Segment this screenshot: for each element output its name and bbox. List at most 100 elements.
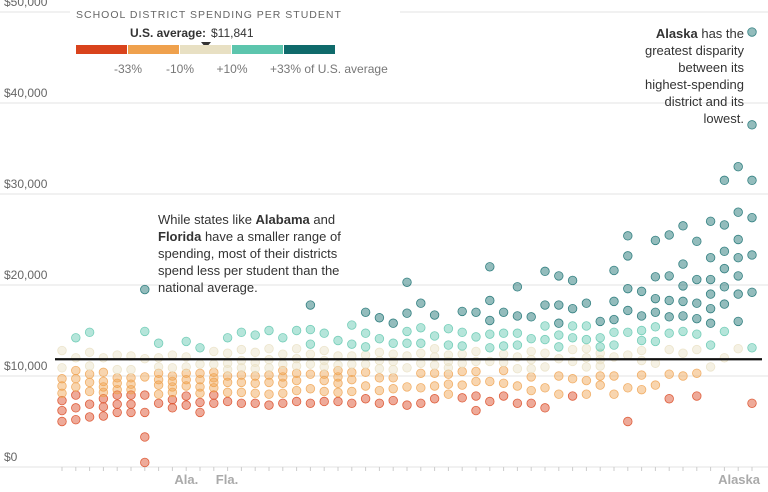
district-dot — [678, 259, 688, 269]
district-dot — [126, 390, 136, 400]
district-dot — [222, 371, 233, 381]
district-dot — [457, 393, 467, 403]
annotation-line: between its — [678, 60, 744, 75]
district-dot — [278, 349, 288, 359]
district-dot — [650, 235, 661, 246]
district-dot — [360, 307, 371, 318]
district-dot — [98, 376, 109, 387]
district-dot — [98, 387, 109, 398]
district-dot — [512, 364, 523, 374]
district-dot — [305, 349, 316, 359]
annotation-line: greatest disparity — [645, 43, 744, 58]
average-value: $11,841 — [211, 26, 254, 40]
district-dot — [167, 350, 178, 360]
district-dot — [416, 368, 426, 378]
district-dot — [747, 120, 757, 130]
district-dot — [650, 380, 661, 390]
district-dot — [733, 207, 743, 217]
district-dot — [250, 378, 260, 388]
district-dot — [498, 307, 509, 318]
district-dot — [98, 382, 109, 392]
district-dot — [333, 335, 343, 346]
district-dot — [595, 348, 605, 358]
district-dot — [636, 355, 647, 366]
district-dot — [457, 341, 467, 351]
district-dot — [402, 308, 412, 318]
district-dot — [581, 353, 592, 363]
district-dot — [581, 298, 592, 308]
district-dot — [195, 397, 205, 408]
district-dot — [498, 328, 509, 338]
district-dot — [526, 346, 536, 357]
district-dot — [305, 384, 316, 394]
district-dot — [374, 333, 385, 344]
district-dot — [636, 325, 647, 336]
district-dot — [498, 349, 509, 359]
district-dot — [126, 364, 136, 375]
district-dot — [360, 367, 371, 378]
district-dot — [678, 348, 688, 358]
district-dot — [209, 390, 219, 400]
district-dot — [609, 371, 619, 381]
y-tick-label: $10,000 — [4, 359, 48, 373]
district-dot — [291, 361, 302, 371]
district-dot — [319, 345, 329, 356]
district-dot — [581, 375, 592, 386]
district-dot — [457, 327, 467, 338]
district-dot — [236, 370, 247, 380]
district-dot — [278, 372, 288, 382]
district-dot — [471, 405, 481, 416]
district-dot — [222, 333, 233, 343]
legend-break-label: -33% — [114, 62, 142, 76]
district-dot — [678, 371, 688, 381]
district-dot — [250, 330, 260, 340]
district-dot — [222, 377, 233, 388]
district-dot — [609, 389, 619, 399]
district-dot — [388, 384, 398, 394]
district-dot — [236, 344, 247, 355]
y-tick-label: $0 — [4, 450, 18, 464]
district-dot — [567, 333, 578, 343]
district-dot — [57, 395, 67, 406]
district-dot — [319, 386, 329, 397]
district-dot — [112, 399, 122, 409]
district-dot — [388, 318, 398, 328]
district-dot — [374, 364, 385, 374]
district-dot — [692, 391, 702, 401]
district-dot — [140, 390, 150, 400]
district-dot — [512, 381, 523, 391]
district-dot — [457, 366, 467, 377]
district-dot — [678, 221, 688, 231]
district-dot — [153, 338, 164, 348]
district-dot — [181, 381, 191, 391]
district-dot — [209, 346, 219, 357]
district-dot — [664, 369, 674, 379]
district-dot — [388, 395, 398, 406]
district-dot — [305, 300, 316, 310]
district-dot — [153, 380, 164, 390]
district-dot — [333, 365, 343, 376]
district-dot — [347, 374, 357, 385]
district-dot — [554, 389, 564, 399]
district-dot — [485, 396, 495, 407]
district-dot — [388, 338, 398, 348]
district-dot — [623, 305, 633, 316]
district-dot — [609, 314, 619, 325]
y-tick-label: $20,000 — [4, 268, 48, 282]
district-dot — [623, 283, 633, 294]
district-dot — [84, 386, 95, 397]
district-dot — [195, 359, 205, 369]
district-dot — [540, 334, 550, 345]
district-dot — [236, 327, 247, 338]
legend-break-label: -10% — [166, 62, 194, 76]
district-dot — [84, 361, 95, 371]
district-dot — [209, 373, 219, 383]
district-dot — [733, 253, 743, 263]
legend-break-label: +10% — [216, 62, 247, 76]
district-dot — [650, 293, 661, 304]
district-dot — [98, 353, 109, 363]
legend-swatch — [128, 45, 179, 54]
district-dot — [333, 387, 343, 398]
district-dot — [567, 321, 578, 331]
district-dot — [360, 328, 371, 338]
